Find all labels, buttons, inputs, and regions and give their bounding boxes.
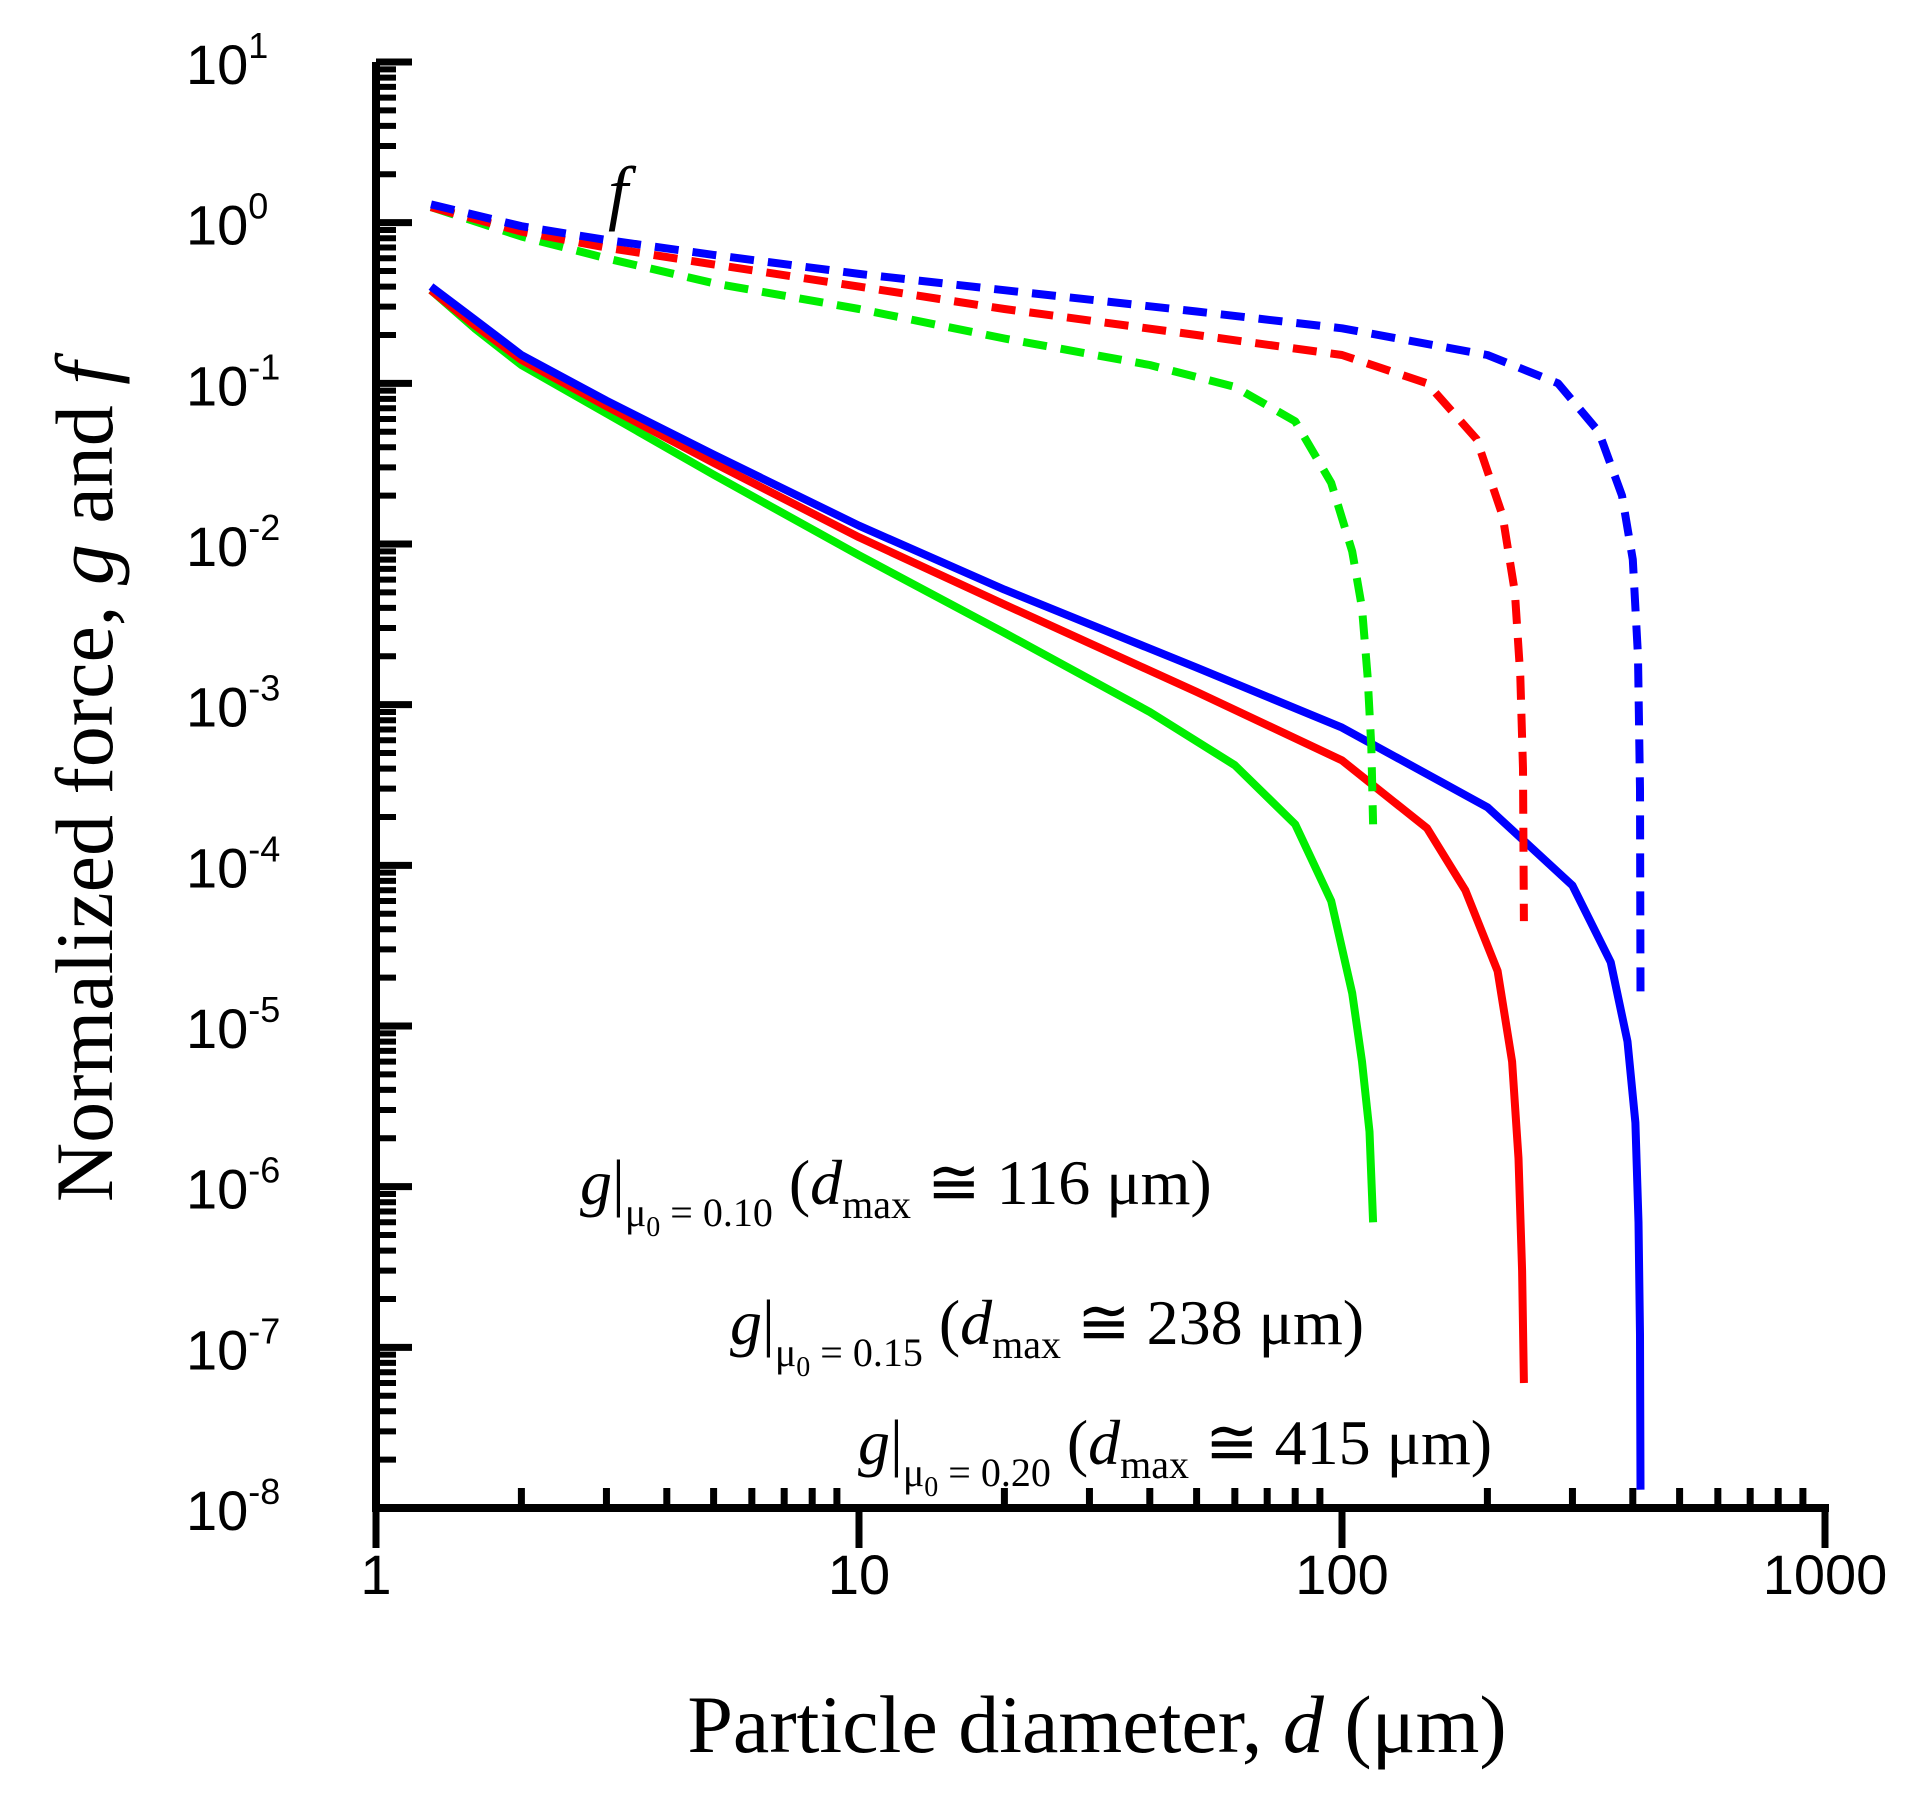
x-tick-label: 100 xyxy=(1295,1543,1388,1606)
series-line-g-2 xyxy=(428,283,1645,1490)
series-layer xyxy=(428,200,1645,1490)
series-line-f-5 xyxy=(430,200,1645,994)
y-tick-label: 10-7 xyxy=(186,1310,280,1381)
y-tick-label: 10-6 xyxy=(186,1150,280,1221)
y-tick-label: 10-3 xyxy=(186,668,280,739)
y-tick-label: 101 xyxy=(186,25,268,96)
x-tick-labels: 1 10 100 1000 xyxy=(360,1543,1887,1606)
y-tick-label: 10-4 xyxy=(186,828,280,899)
y-tick-label: 100 xyxy=(186,186,268,257)
series-line-f-4 xyxy=(429,203,1528,922)
x-tick-label: 1000 xyxy=(1763,1543,1888,1606)
y-tick-label: 10-5 xyxy=(186,989,280,1060)
f-series-label: f xyxy=(608,152,637,232)
series-line-f-3 xyxy=(429,203,1378,825)
y-tick-label: 10-1 xyxy=(186,346,280,417)
x-tick-label: 1 xyxy=(360,1543,391,1606)
annotation-g-mu-0-10: g|μ0 = 0.10 (dmax ≅ 116 μm) xyxy=(580,1147,1212,1243)
annotation-g-mu-0-20: g|μ0 = 0.20 (dmax ≅ 415 μm) xyxy=(858,1407,1492,1503)
x-tick-label: 10 xyxy=(828,1543,890,1606)
annotation-g-mu-0-15: g|μ0 = 0.15 (dmax ≅ 238 μm) xyxy=(730,1287,1364,1383)
series-line-g-1 xyxy=(428,287,1528,1384)
y-tick-labels: 101 100 10-1 10-2 10-3 10-4 10-5 10-6 10-7 10-8 xyxy=(186,25,280,1542)
y-tick-label: 10-2 xyxy=(186,507,280,578)
y-tick-label: 10-8 xyxy=(186,1471,280,1542)
y-axis-title: Normalized force, g and f xyxy=(39,352,130,1202)
x-axis-title: Particle diameter, d (μm) xyxy=(687,1679,1506,1770)
series-line-g-0 xyxy=(428,287,1378,1223)
